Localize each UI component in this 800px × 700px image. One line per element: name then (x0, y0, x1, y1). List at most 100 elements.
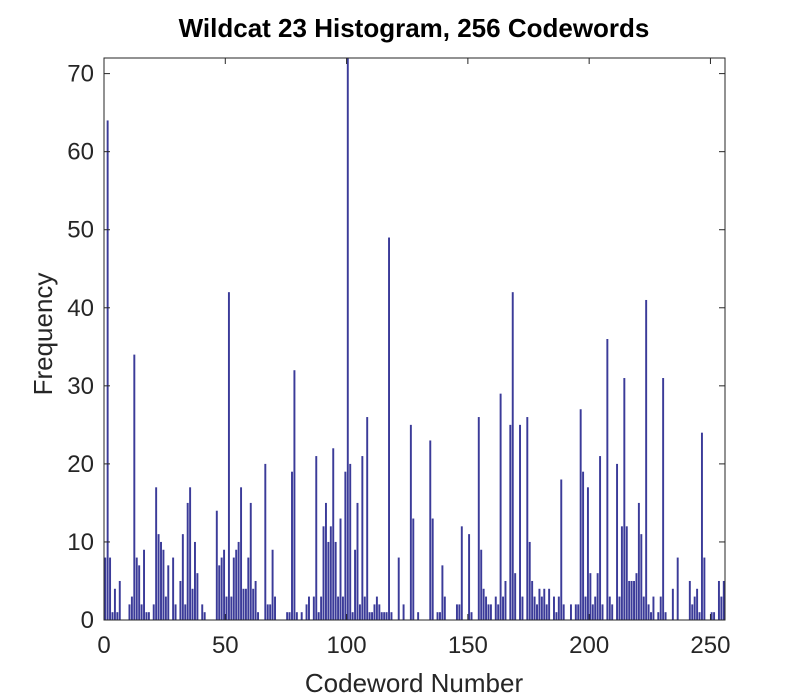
histogram-bar (521, 596, 524, 620)
histogram-bar (312, 596, 315, 620)
histogram-bar (625, 526, 628, 620)
histogram-bar (138, 565, 141, 620)
histogram-bar (652, 596, 655, 620)
histogram-bar (240, 487, 243, 620)
plot-area-box (103, 57, 726, 621)
histogram-bar (225, 596, 228, 620)
histogram-bar (526, 417, 529, 620)
histogram-bar (511, 292, 514, 620)
histogram-bar (431, 518, 434, 620)
histogram-bar (341, 596, 344, 620)
y-tick-label: 40 (67, 295, 94, 322)
histogram-bar (116, 612, 119, 620)
y-axis-label: Frequency (28, 273, 58, 396)
histogram-bar (514, 573, 517, 620)
histogram-bar (201, 604, 204, 620)
histogram-bar (606, 339, 609, 620)
histogram-bar (608, 596, 611, 620)
histogram-bar (322, 526, 325, 620)
histogram-bar (128, 604, 131, 620)
histogram-bar (601, 604, 604, 620)
histogram-bar (468, 534, 471, 620)
histogram-bar (145, 612, 148, 620)
histogram-bar (436, 612, 439, 620)
histogram-bar (385, 612, 388, 620)
histogram-bar (640, 534, 643, 620)
histogram-bar (286, 612, 289, 620)
histogram-bar (584, 596, 587, 620)
histogram-bar (133, 354, 136, 620)
histogram-bar (111, 612, 114, 620)
histogram-bar (698, 612, 701, 620)
histogram-bar (271, 549, 274, 620)
histogram-bar (174, 604, 177, 620)
histogram-bar (167, 565, 170, 620)
x-tick-label: 200 (569, 632, 609, 659)
histogram-bar (693, 596, 696, 620)
histogram-bar (344, 471, 347, 620)
histogram-bar (494, 596, 497, 620)
histogram-bar (181, 534, 184, 620)
histogram-bar (104, 557, 107, 620)
histogram-bar (409, 424, 412, 620)
histogram-bar (703, 557, 706, 620)
histogram-bar (635, 573, 638, 620)
histogram-bar (489, 604, 492, 620)
histogram-bar (237, 541, 240, 620)
histogram-bar (160, 541, 162, 620)
histogram-bar (630, 580, 633, 620)
histogram-bar (218, 565, 221, 620)
histogram-bar (591, 604, 594, 620)
histogram-bar (247, 557, 250, 620)
histogram-bar (562, 604, 565, 620)
y-axis-ticks: 0 10 20 30 40 50 60 70 (67, 61, 725, 634)
histogram-bar (269, 604, 272, 620)
histogram-bar (232, 557, 235, 620)
histogram-bar (722, 580, 725, 620)
histogram-bar (616, 463, 619, 620)
histogram-bar (375, 596, 378, 620)
histogram-bar (594, 596, 597, 620)
histogram-bar (710, 612, 713, 620)
histogram-bar (589, 573, 592, 620)
histogram-bar (203, 612, 206, 620)
histogram-bar (618, 596, 621, 620)
histogram-bar (441, 565, 444, 620)
histogram-bar (230, 596, 233, 620)
histogram-bar (460, 526, 463, 620)
histogram-bar (545, 604, 548, 620)
histogram-bar (227, 292, 230, 620)
histogram-bar (555, 612, 558, 620)
histogram-bar (254, 580, 257, 620)
histogram-bar (691, 604, 694, 620)
histogram-bar (257, 612, 260, 620)
histogram-bar (586, 487, 589, 620)
histogram-bar (611, 604, 614, 620)
histogram-bar (717, 580, 720, 620)
histogram-bar (676, 557, 679, 620)
histogram-bar (439, 612, 441, 620)
histogram-bar (657, 612, 660, 620)
histogram-bar (504, 580, 507, 620)
histogram-bar (295, 612, 298, 620)
histogram-bar (358, 604, 361, 620)
x-tick-label: 100 (327, 632, 367, 659)
histogram-bar (235, 549, 238, 620)
histogram-bar (720, 596, 723, 620)
histogram-bar (113, 588, 116, 620)
histogram-bar (664, 612, 667, 620)
histogram-bar (196, 573, 199, 620)
y-tick-label: 50 (67, 217, 94, 244)
y-tick-label: 60 (67, 139, 94, 166)
bars-group (104, 58, 725, 620)
histogram-bar (249, 502, 252, 620)
histogram-bar (354, 549, 357, 620)
histogram-bar (164, 596, 167, 620)
histogram-bar (324, 502, 327, 620)
histogram-bar (186, 502, 189, 620)
histogram-bar (327, 541, 330, 620)
histogram-bar (596, 573, 599, 620)
histogram-bar (191, 588, 194, 620)
